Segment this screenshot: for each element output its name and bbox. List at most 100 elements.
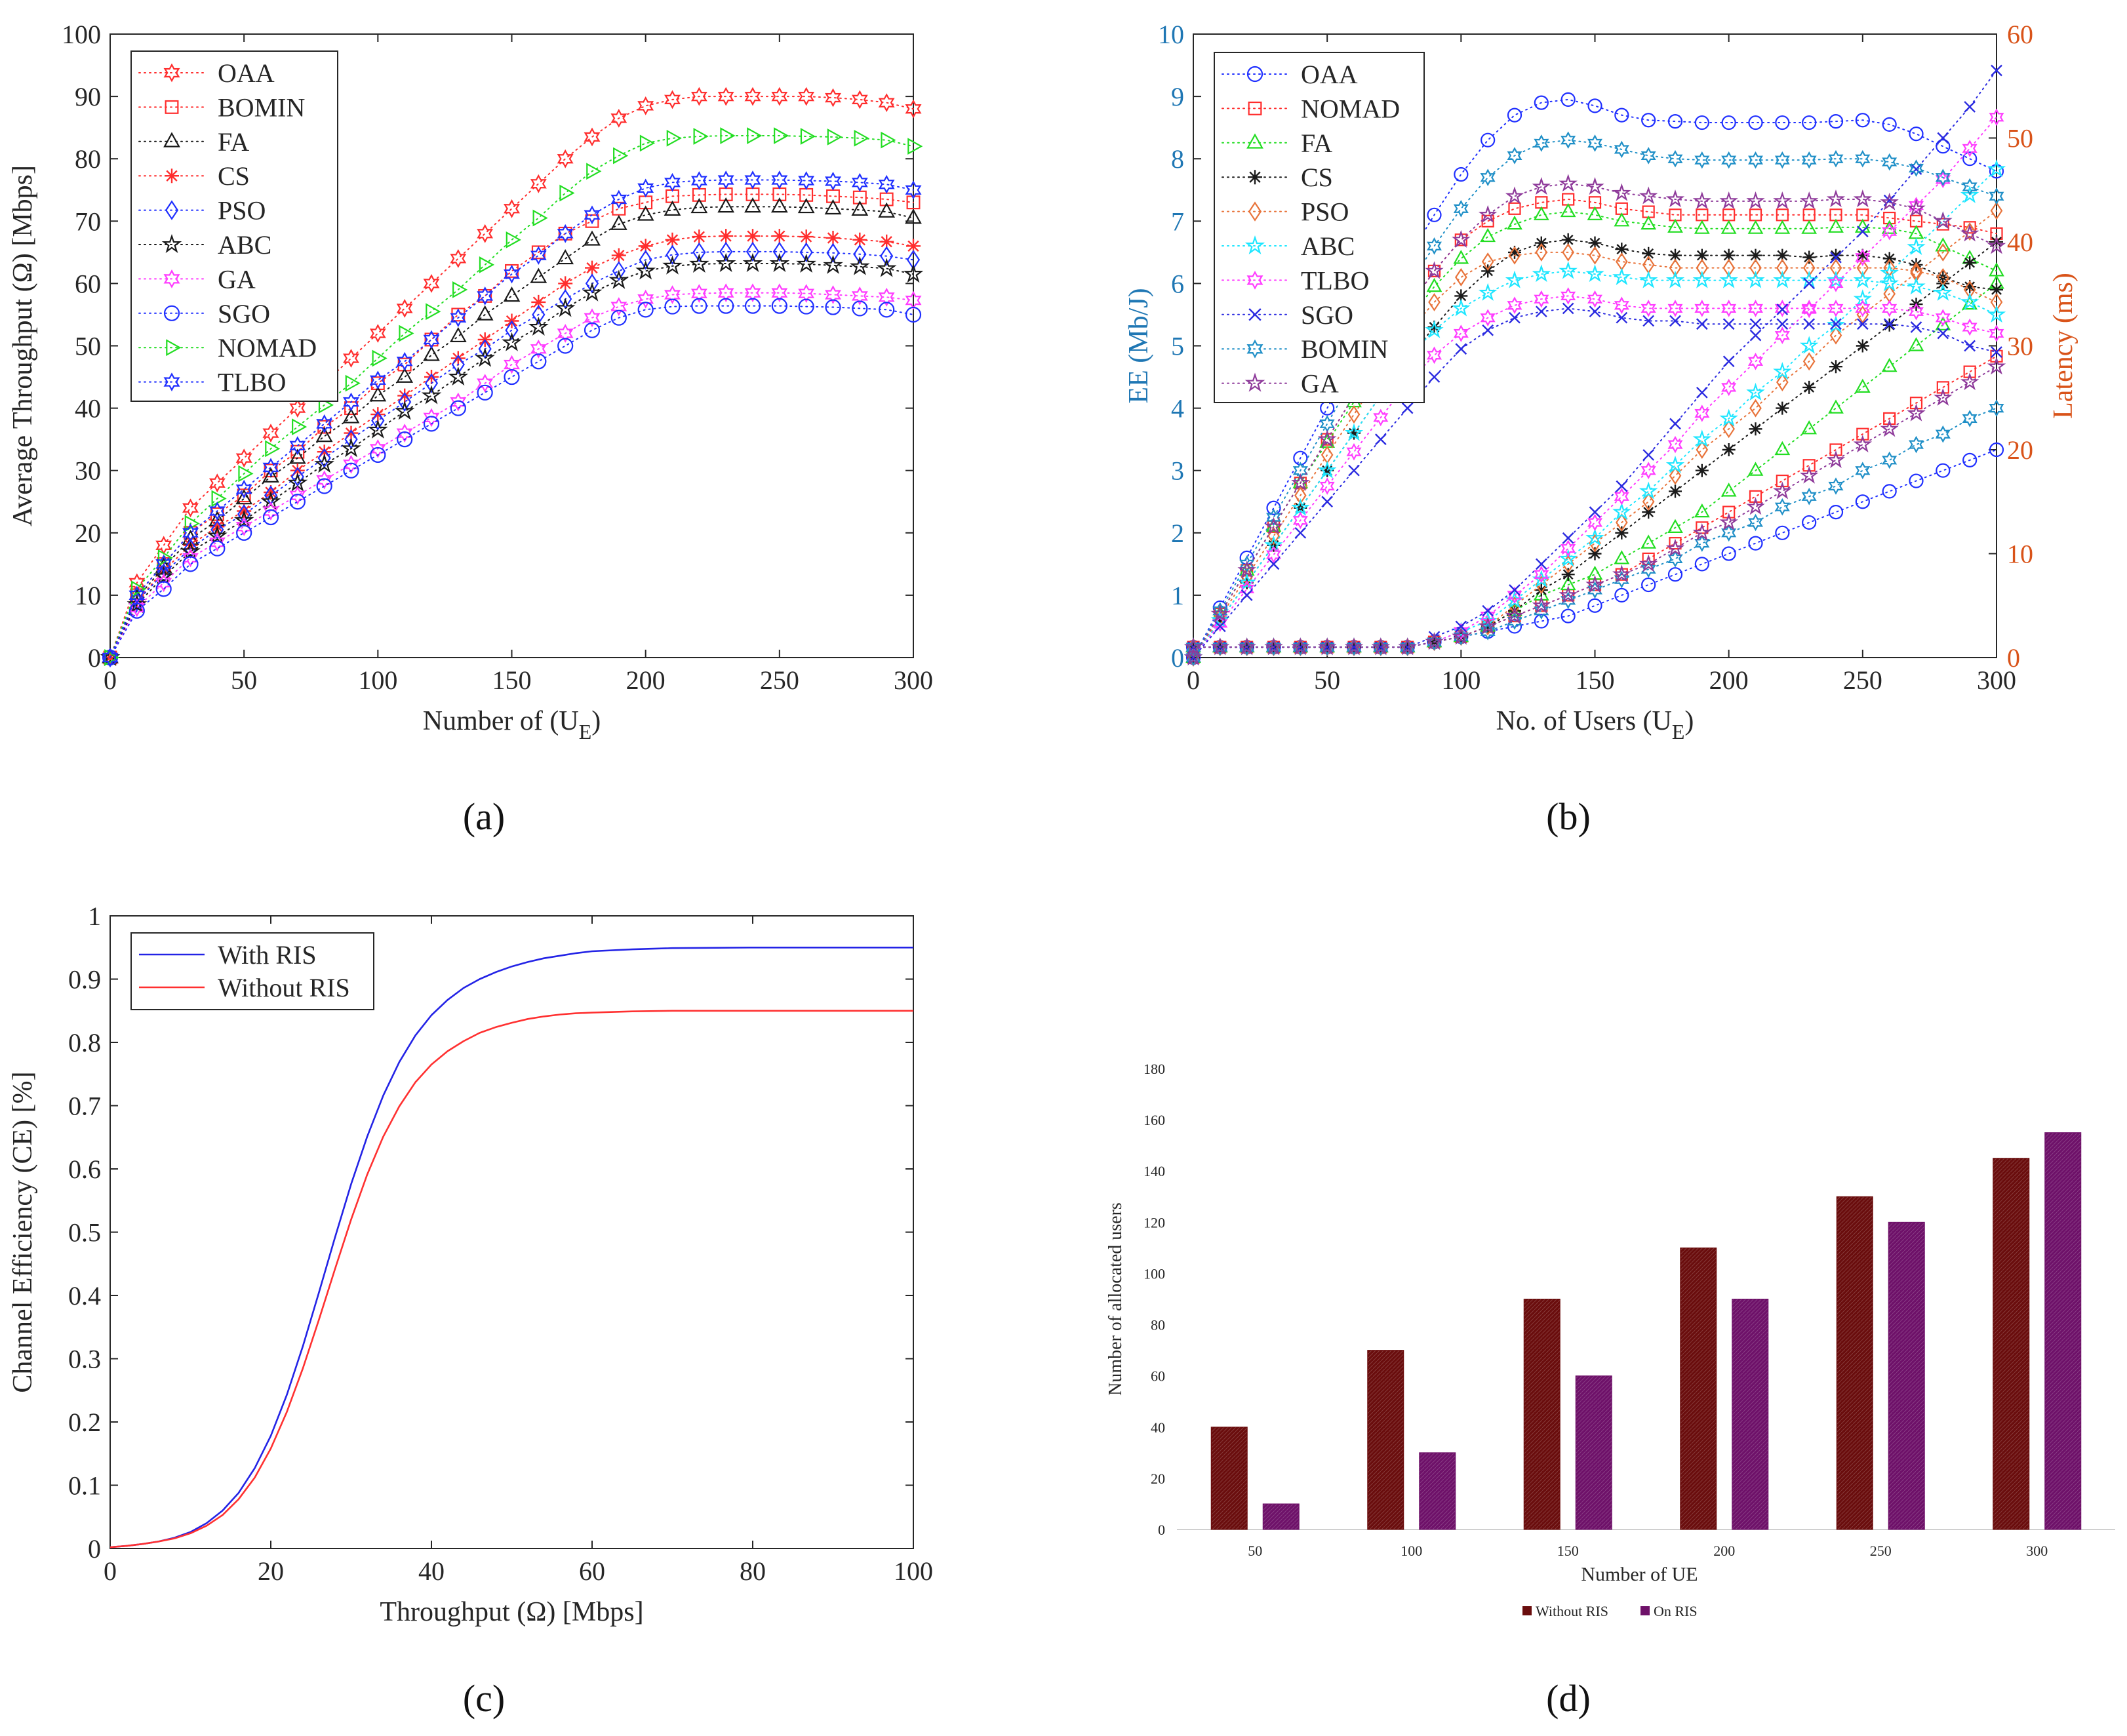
y-tick-label: 8	[1171, 144, 1184, 174]
ee-point-pso	[1749, 258, 1762, 277]
data-point-oaa	[744, 87, 761, 106]
ee-point-fa	[1694, 220, 1710, 234]
x-tick-label: 50	[231, 665, 257, 695]
ee-point-oaa	[1748, 115, 1763, 130]
y-tick-label: 160	[1143, 1112, 1165, 1128]
data-point-fa	[717, 197, 735, 213]
ee-point-pso	[1294, 486, 1307, 505]
data-point-pso	[906, 250, 921, 270]
y-tick-label: 5	[1171, 332, 1184, 361]
ee-point-cs	[1213, 613, 1227, 627]
y-tick-label: 100	[1143, 1265, 1165, 1282]
legend-marker	[161, 233, 182, 254]
ee-point-nomad	[1508, 202, 1521, 215]
latency-point-ga	[1934, 387, 1953, 406]
latency-point-bomin	[1828, 477, 1844, 495]
ee-point-cs	[1481, 264, 1495, 278]
ee-point-ga	[1746, 191, 1765, 209]
y-tick-label: 40	[75, 394, 101, 424]
ee-point-sgo	[1482, 324, 1494, 336]
data-point-sgo	[209, 540, 226, 557]
y-tick-label: 1	[1171, 581, 1184, 610]
data-point-abc	[742, 252, 763, 273]
latency-point-ga	[1880, 419, 1899, 437]
data-point-bomin	[612, 201, 626, 216]
ee-point-sgo	[1294, 526, 1307, 539]
latency-point-cs	[1722, 443, 1736, 456]
data-point-cs	[638, 239, 653, 254]
data-point-nomad	[854, 129, 869, 147]
latency-point-cs	[1534, 583, 1548, 597]
data-point-fa	[797, 198, 815, 214]
data-point-fa	[369, 386, 387, 402]
ee-point-abc	[1344, 423, 1364, 441]
legend-marker	[1248, 170, 1262, 185]
ee-point-cs	[1856, 248, 1869, 262]
data-point-ga	[343, 454, 359, 474]
data-point-tlbo	[235, 479, 252, 499]
ee-point-pso	[1856, 258, 1869, 277]
data-point-pso	[451, 354, 465, 375]
latency-point-pso	[1990, 201, 2003, 220]
data-point-abc	[582, 282, 603, 302]
ee-point-ga	[1478, 205, 1498, 223]
series-line-sgo	[109, 305, 914, 658]
y-tick-label: 100	[62, 20, 101, 49]
data-point-pso	[639, 250, 652, 270]
series-fa	[102, 197, 922, 663]
ee-point-oaa	[1775, 115, 1790, 130]
legend: OAA BOMIN FA CS PSO ABC GA SGO NOMAD TLBO	[130, 50, 338, 402]
latency-point-sgo	[1910, 163, 1922, 175]
ee-point-tlbo	[1292, 511, 1308, 530]
ee-point-cs	[1722, 248, 1736, 262]
latency-point-bomin	[1721, 524, 1737, 542]
latency-point-bomin	[1962, 410, 1978, 427]
ee-point-fa	[1667, 218, 1683, 233]
y-tick-label: 10	[75, 581, 101, 610]
ee-point-sgo	[1374, 433, 1387, 445]
latency-point-abc	[1665, 455, 1685, 473]
ee-point-sgo	[1937, 327, 1949, 340]
ee-point-sgo	[1267, 558, 1280, 570]
data-point-fa	[637, 205, 654, 221]
data-point-tlbo	[851, 172, 868, 192]
latency-point-abc	[1585, 528, 1604, 546]
latency-point-fa	[1720, 483, 1737, 497]
ee-point-bomin	[1507, 147, 1522, 165]
ee-point-sgo	[1241, 589, 1253, 601]
ee-point-sgo	[1696, 318, 1708, 330]
ee-point-oaa	[1721, 115, 1736, 130]
ee-point-cs	[1427, 321, 1441, 334]
data-point-cs	[585, 260, 599, 275]
ee-point-bomin	[1640, 147, 1656, 165]
data-point-cs	[424, 370, 439, 384]
data-point-ga	[878, 287, 895, 307]
y-tick-label: 70	[75, 207, 101, 236]
data-point-sgo	[370, 446, 386, 464]
ee-point-pso	[1455, 267, 1467, 286]
latency-line-ga	[1193, 366, 1997, 648]
y-axis-label: Average Throughput (Ω) [Mbps]	[8, 165, 38, 526]
legend-label: BOMIN	[218, 92, 305, 122]
legend-label: CS	[218, 161, 250, 191]
y-tick-label: 60	[1151, 1368, 1165, 1385]
y-tick-label: 0	[88, 1534, 101, 1564]
x-tick-label: 80	[740, 1556, 766, 1586]
latency-point-oaa	[1694, 557, 1709, 572]
data-point-ga	[235, 517, 252, 536]
ee-point-bomin	[1614, 140, 1629, 159]
ee-point-cs	[1561, 233, 1575, 247]
ee-point-abc	[1559, 261, 1578, 279]
latency-point-tlbo	[1774, 326, 1790, 344]
data-point-abc	[608, 269, 629, 289]
data-point-nomad	[800, 128, 816, 145]
latency-point-nomad	[1722, 505, 1736, 519]
ee-point-bomin	[1801, 151, 1817, 169]
data-point-sgo	[423, 416, 440, 432]
legend-marker	[1248, 101, 1262, 115]
latency-point-bomin	[1909, 435, 1924, 454]
latency-point-cs	[1776, 401, 1789, 415]
latency-point-abc	[1907, 237, 1926, 255]
ee-point-oaa	[1802, 115, 1817, 130]
